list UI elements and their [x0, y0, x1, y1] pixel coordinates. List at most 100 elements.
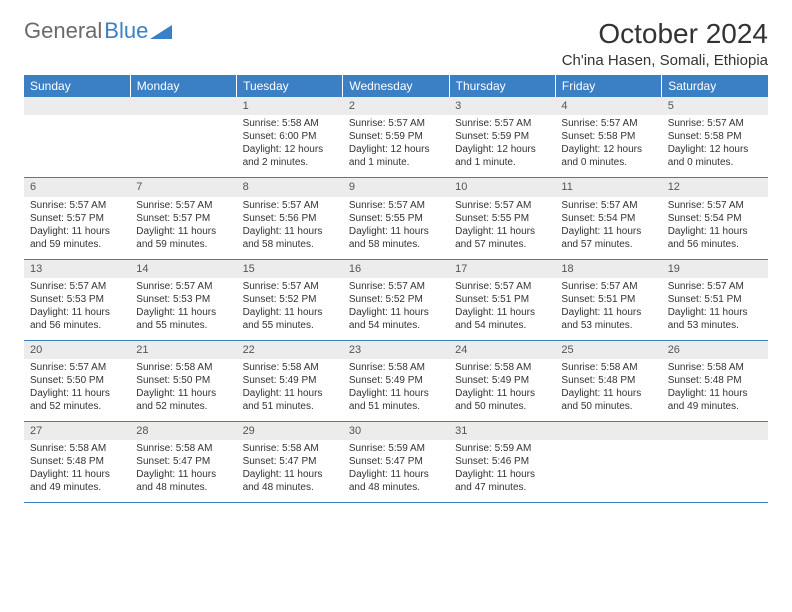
day-data-cell: Sunrise: 5:57 AMSunset: 5:57 PMDaylight:…	[24, 197, 130, 260]
cell-line: Sunrise: 5:57 AM	[668, 117, 762, 130]
cell-line: Sunset: 5:46 PM	[455, 455, 549, 468]
cell-line: Daylight: 11 hours	[455, 387, 549, 400]
cell-line: Daylight: 11 hours	[455, 468, 549, 481]
cell-line: Sunrise: 5:57 AM	[136, 280, 230, 293]
cell-line: Sunset: 5:55 PM	[455, 212, 549, 225]
cell-line: Daylight: 12 hours	[349, 143, 443, 156]
day-number-cell: 25	[555, 340, 661, 359]
cell-line: Sunrise: 5:57 AM	[561, 199, 655, 212]
weekday-header: Thursday	[449, 75, 555, 97]
cell-line: Daylight: 11 hours	[243, 306, 337, 319]
day-data-cell: Sunrise: 5:58 AMSunset: 6:00 PMDaylight:…	[237, 115, 343, 178]
day-number-cell: 13	[24, 259, 130, 278]
cell-line: Daylight: 11 hours	[349, 306, 443, 319]
cell-line: and 58 minutes.	[349, 238, 443, 251]
cell-line: Sunset: 5:55 PM	[349, 212, 443, 225]
cell-line: Sunrise: 5:58 AM	[561, 361, 655, 374]
weekday-header: Friday	[555, 75, 661, 97]
cell-line: and 51 minutes.	[243, 400, 337, 413]
cell-line: Daylight: 11 hours	[30, 468, 124, 481]
cell-line: Sunrise: 5:59 AM	[455, 442, 549, 455]
cell-line: Sunset: 5:48 PM	[30, 455, 124, 468]
cell-line: Sunrise: 5:57 AM	[349, 199, 443, 212]
day-data-cell: Sunrise: 5:58 AMSunset: 5:47 PMDaylight:…	[237, 440, 343, 503]
location-text: Ch'ina Hasen, Somali, Ethiopia	[562, 52, 768, 69]
header: GeneralBlue October 2024 Ch'ina Hasen, S…	[24, 18, 768, 69]
day-number-cell: 3	[449, 97, 555, 115]
cell-line: and 58 minutes.	[243, 238, 337, 251]
cell-line: and 50 minutes.	[561, 400, 655, 413]
weekday-header: Monday	[130, 75, 236, 97]
cell-line: Daylight: 11 hours	[349, 468, 443, 481]
cell-line: Sunrise: 5:58 AM	[455, 361, 549, 374]
day-data-cell: Sunrise: 5:57 AMSunset: 5:52 PMDaylight:…	[343, 278, 449, 341]
day-number-cell: 10	[449, 178, 555, 197]
cell-line: and 57 minutes.	[455, 238, 549, 251]
cell-line: and 48 minutes.	[243, 481, 337, 494]
logo: GeneralBlue	[24, 18, 172, 44]
cell-line: and 55 minutes.	[243, 319, 337, 332]
day-number-cell: 31	[449, 422, 555, 441]
day-data-cell: Sunrise: 5:57 AMSunset: 5:54 PMDaylight:…	[662, 197, 768, 260]
day-data-cell: Sunrise: 5:57 AMSunset: 5:58 PMDaylight:…	[662, 115, 768, 178]
cell-line: Sunset: 5:58 PM	[668, 130, 762, 143]
cell-line: Sunset: 5:58 PM	[561, 130, 655, 143]
cell-line: Sunset: 5:51 PM	[668, 293, 762, 306]
cell-line: Sunset: 5:52 PM	[349, 293, 443, 306]
cell-line: Daylight: 11 hours	[455, 225, 549, 238]
cell-line: Sunset: 5:49 PM	[455, 374, 549, 387]
cell-line: Sunrise: 5:58 AM	[243, 117, 337, 130]
cell-line: Sunrise: 5:57 AM	[243, 199, 337, 212]
day-number-cell: 14	[130, 259, 236, 278]
cell-line: and 48 minutes.	[349, 481, 443, 494]
cell-line: Sunset: 5:48 PM	[561, 374, 655, 387]
logo-triangle-icon	[150, 23, 172, 39]
cell-line: Sunrise: 5:57 AM	[349, 117, 443, 130]
cell-line: and 49 minutes.	[30, 481, 124, 494]
cell-line: Sunrise: 5:58 AM	[243, 361, 337, 374]
cell-line: Daylight: 11 hours	[668, 387, 762, 400]
cell-line: Daylight: 11 hours	[561, 387, 655, 400]
day-data-cell: Sunrise: 5:57 AMSunset: 5:59 PMDaylight:…	[343, 115, 449, 178]
cell-line: Sunrise: 5:57 AM	[349, 280, 443, 293]
day-data-cell: Sunrise: 5:59 AMSunset: 5:47 PMDaylight:…	[343, 440, 449, 503]
day-data-cell: Sunrise: 5:58 AMSunset: 5:49 PMDaylight:…	[343, 359, 449, 422]
cell-line: and 2 minutes.	[243, 156, 337, 169]
cell-line: and 56 minutes.	[668, 238, 762, 251]
day-data-row: Sunrise: 5:57 AM Sunset: 5:53 PM Daylight:…	[24, 278, 768, 341]
day-number-cell: 6	[24, 178, 130, 197]
cell-line: Sunset: 5:47 PM	[136, 455, 230, 468]
day-data-cell: Sunrise: 5:57 AMSunset: 5:53 PMDaylight:…	[130, 278, 236, 341]
cell-line: and 55 minutes.	[136, 319, 230, 332]
cell-line: and 54 minutes.	[349, 319, 443, 332]
cell-line: Daylight: 11 hours	[243, 468, 337, 481]
cell-line: Daylight: 12 hours	[561, 143, 655, 156]
day-number-cell: 9	[343, 178, 449, 197]
cell-line: and 50 minutes.	[455, 400, 549, 413]
cell-line: Daylight: 11 hours	[561, 225, 655, 238]
day-data-cell: Sunrise: 5:58 AMSunset: 5:48 PMDaylight:…	[662, 359, 768, 422]
cell-line: Daylight: 12 hours	[455, 143, 549, 156]
day-data-cell: Sunrise: 5:57 AMSunset: 5:55 PMDaylight:…	[343, 197, 449, 260]
cell-line: Daylight: 11 hours	[136, 387, 230, 400]
cell-line: Sunrise: 5:57 AM	[668, 199, 762, 212]
day-data-row: Sunrise: 5:57 AMSunset: 5:50 PMDaylight:…	[24, 359, 768, 422]
day-number-row: 6789101112	[24, 178, 768, 197]
day-number-cell: 11	[555, 178, 661, 197]
cell-line: Sunset: 5:53 PM	[30, 293, 124, 306]
cell-line: Sunset: 5:57 PM	[30, 212, 124, 225]
day-number-cell: 19	[662, 259, 768, 278]
weekday-header: Tuesday	[237, 75, 343, 97]
day-number-cell: 20	[24, 340, 130, 359]
cell-line: Daylight: 12 hours	[668, 143, 762, 156]
cell-line: and 59 minutes.	[136, 238, 230, 251]
day-number-cell: 4	[555, 97, 661, 115]
day-data-cell: Sunrise: 5:57 AMSunset: 5:51 PMDaylight:…	[662, 278, 768, 341]
cell-line: Sunrise: 5:57 AM	[243, 280, 337, 293]
day-number-cell: 18	[555, 259, 661, 278]
day-data-cell: Sunrise: 5:57 AMSunset: 5:56 PMDaylight:…	[237, 197, 343, 260]
day-number-cell	[662, 422, 768, 441]
cell-line: and 52 minutes.	[136, 400, 230, 413]
day-number-row: 12345	[24, 97, 768, 115]
cell-line: Sunset: 5:50 PM	[136, 374, 230, 387]
